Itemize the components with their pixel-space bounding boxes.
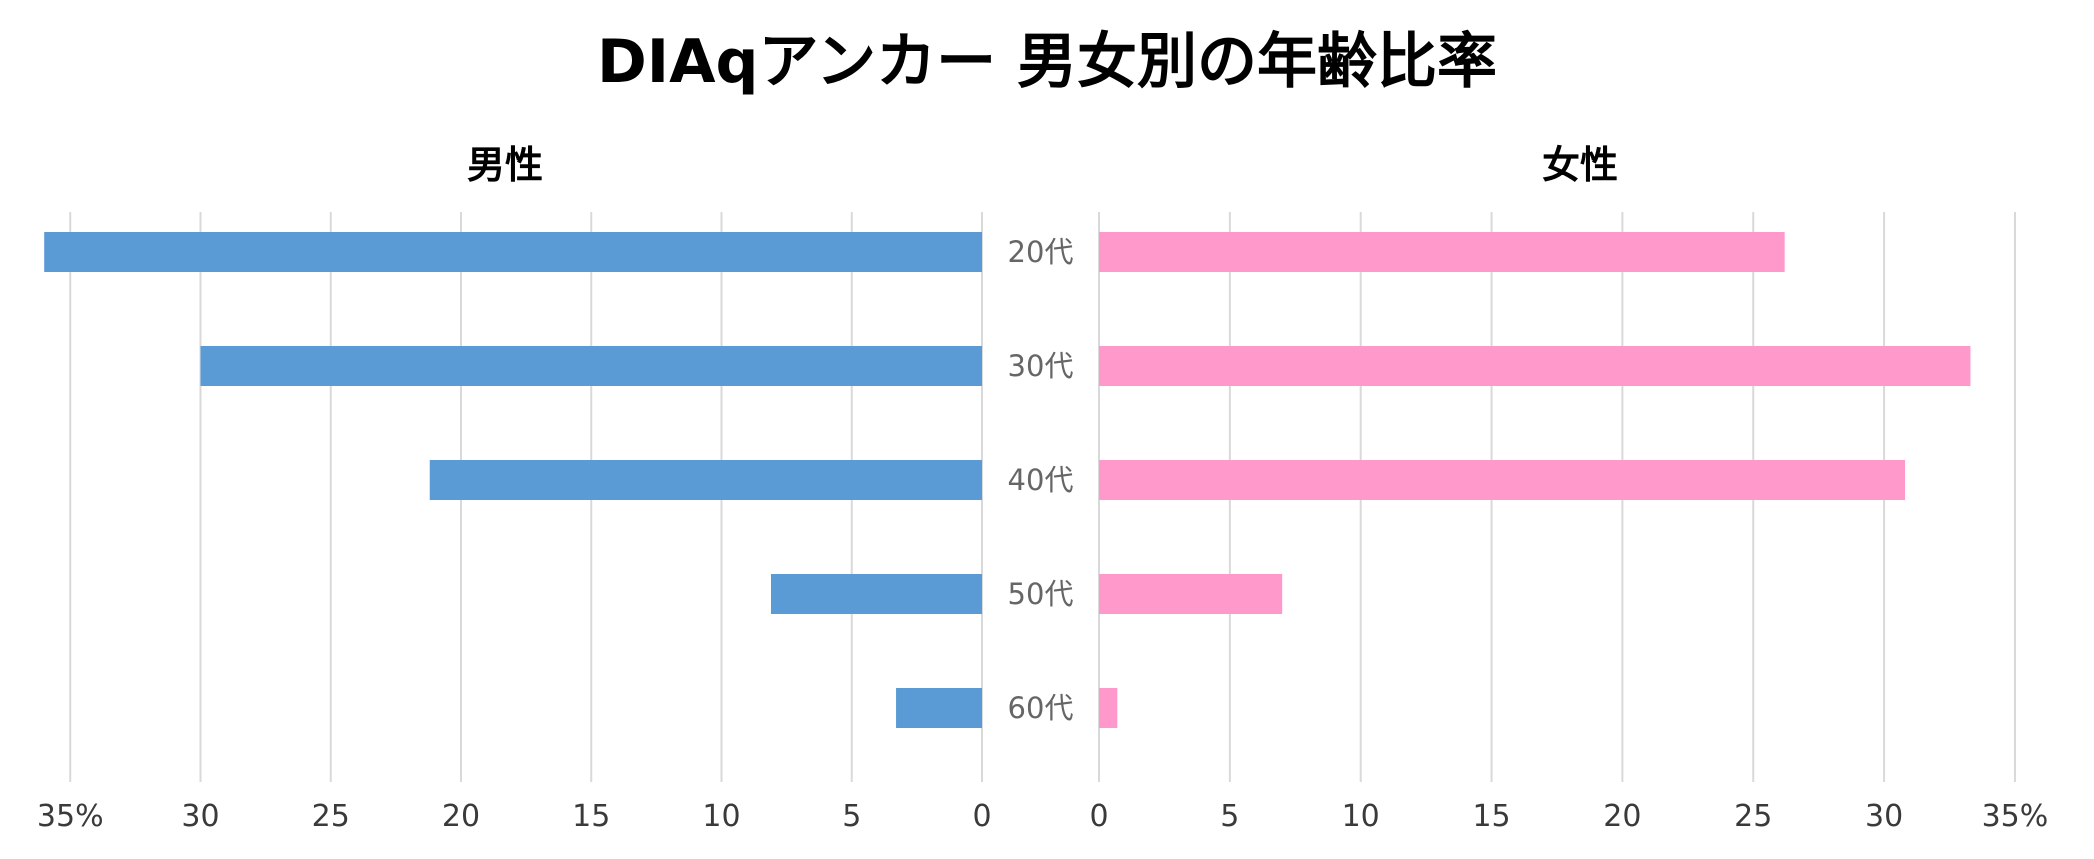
male-tick-label: 25 bbox=[312, 799, 350, 834]
category-label: 50代 bbox=[1008, 577, 1074, 611]
male-panel-title: 男性 bbox=[467, 143, 543, 187]
category-label: 60代 bbox=[1008, 691, 1074, 725]
male-tick-label: 0 bbox=[972, 799, 991, 834]
female-bar bbox=[1099, 460, 1906, 500]
male-tick-label: 30 bbox=[181, 799, 219, 834]
category-label: 20代 bbox=[1008, 235, 1074, 269]
category-label: 30代 bbox=[1008, 349, 1074, 383]
male-tick-label: 20 bbox=[442, 799, 480, 834]
male-tick-label: 5 bbox=[842, 799, 861, 834]
female-tick-label: 35% bbox=[1982, 799, 2049, 834]
female-panel-title: 女性 bbox=[1542, 143, 1618, 187]
tick-labels: 35% 30 25 20 15 10 5 0 0 5 10 15 20 25 30 35% bbox=[37, 799, 2048, 834]
male-bar bbox=[44, 232, 982, 272]
male-tick-label: 35% bbox=[37, 799, 104, 834]
category-labels: 20代 30代 40代 50代 60代 bbox=[1008, 235, 1074, 725]
female-bar bbox=[1099, 232, 1785, 272]
female-bar bbox=[1099, 688, 1118, 728]
female-tick-label: 5 bbox=[1220, 799, 1239, 834]
male-bar bbox=[429, 460, 982, 500]
male-tick-label: 15 bbox=[572, 799, 610, 834]
chart-title: DIAqアンカー 男女別の年齢比率 bbox=[597, 27, 1497, 97]
category-label: 40代 bbox=[1008, 463, 1074, 497]
female-bar bbox=[1099, 574, 1283, 614]
bars bbox=[44, 232, 1971, 728]
female-bar bbox=[1099, 346, 1971, 386]
female-tick-label: 30 bbox=[1865, 799, 1903, 834]
female-tick-label: 25 bbox=[1734, 799, 1772, 834]
female-tick-label: 20 bbox=[1603, 799, 1641, 834]
male-tick-label: 10 bbox=[702, 799, 740, 834]
male-bar bbox=[770, 574, 982, 614]
female-tick-label: 10 bbox=[1342, 799, 1380, 834]
female-tick-label: 0 bbox=[1089, 799, 1108, 834]
male-bar bbox=[200, 346, 982, 386]
male-bar bbox=[896, 688, 982, 728]
female-tick-label: 15 bbox=[1472, 799, 1510, 834]
